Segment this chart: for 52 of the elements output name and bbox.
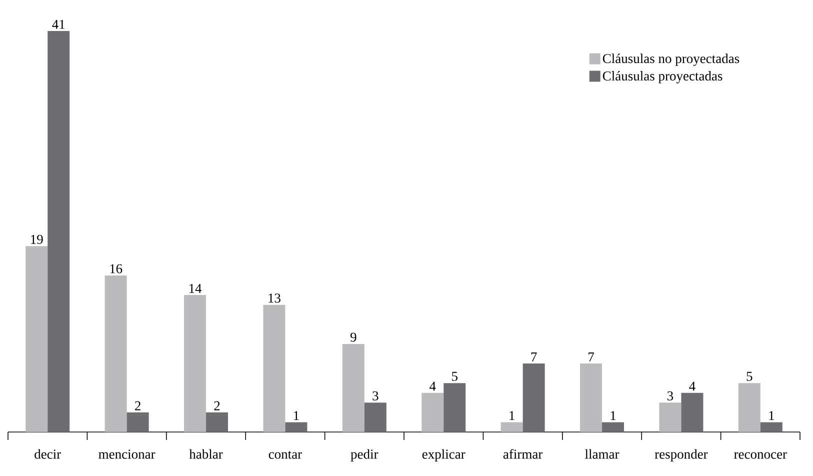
legend-label: Cláusulas no proyectadas (602, 54, 740, 66)
bar (681, 392, 704, 432)
bar (104, 276, 127, 432)
x-tick-label: pedir (350, 449, 378, 462)
bar (522, 364, 545, 432)
data-label: 19 (31, 234, 43, 244)
data-label: 1 (769, 411, 774, 420)
x-tick-label: afirmar (503, 449, 543, 459)
data-label: 3 (372, 391, 378, 400)
bar (500, 422, 523, 432)
bar (285, 422, 308, 432)
bar (184, 295, 206, 432)
bar (206, 412, 228, 432)
bar (342, 344, 364, 432)
data-label: 16 (110, 264, 122, 274)
x-tick-label: contar (268, 450, 302, 459)
bar (738, 383, 760, 432)
data-label: 7 (531, 352, 537, 362)
bar (48, 30, 70, 432)
bar (364, 402, 386, 432)
data-label: 2 (135, 401, 140, 410)
bar (263, 304, 286, 432)
data-label: 1 (294, 411, 299, 420)
bar (760, 422, 782, 432)
data-label: 5 (746, 372, 752, 381)
data-label: 4 (689, 382, 696, 391)
bar (580, 364, 602, 432)
bar (602, 422, 624, 432)
data-label: 13 (268, 294, 280, 303)
data-label: 9 (350, 332, 356, 342)
data-label: 3 (667, 391, 674, 400)
x-tick-label: decir (34, 449, 61, 459)
bar (126, 412, 149, 432)
data-label: 7 (588, 352, 594, 362)
data-label: 41 (52, 20, 65, 29)
x-tick-label: hablar (189, 449, 223, 459)
bar (26, 246, 48, 432)
x-tick-label: responder (654, 449, 708, 462)
x-tick-label: mencionar (98, 450, 156, 459)
data-label: 5 (452, 372, 458, 381)
data-label: 1 (510, 411, 514, 420)
x-tick-label: explicar (422, 449, 466, 462)
x-tick-label: llamar (585, 449, 620, 459)
bar (444, 383, 466, 432)
data-label: 1 (610, 411, 616, 420)
legend-label: Cláusulas proyectadas (602, 71, 722, 84)
bar (659, 402, 682, 432)
bar (422, 392, 444, 432)
x-tick-label: reconocer (734, 452, 787, 459)
data-label: 14 (189, 284, 202, 293)
data-label: 4 (430, 382, 436, 391)
data-label: 2 (214, 401, 220, 410)
